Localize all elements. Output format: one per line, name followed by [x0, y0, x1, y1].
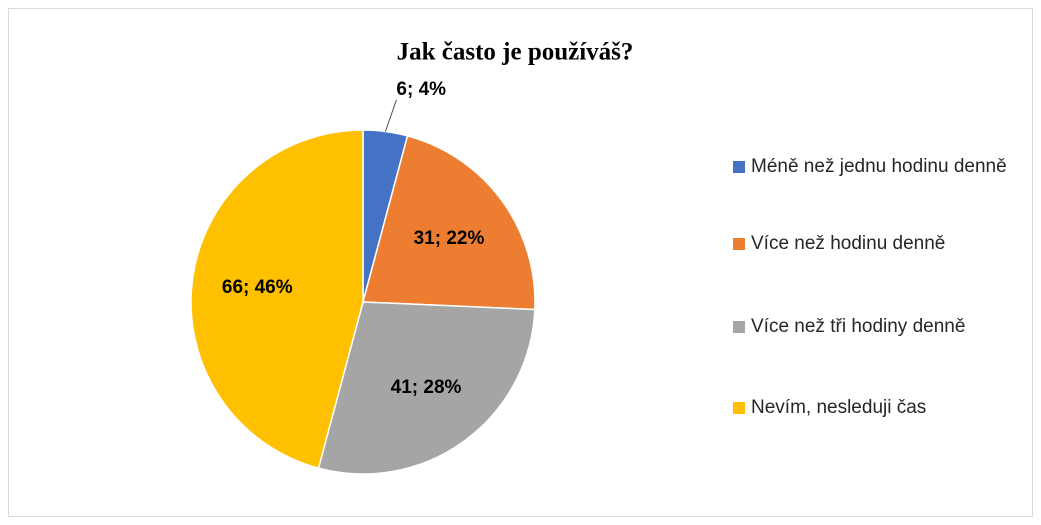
legend-label: Méně než jednu hodinu denně [751, 156, 1007, 177]
leader-line [384, 99, 397, 132]
legend-label: Více než hodinu denně [751, 233, 946, 254]
pie-slice [317, 301, 536, 475]
legend-label: Nevím, nesleduji čas [751, 397, 927, 418]
legend-item: Více než hodinu denně [733, 227, 1033, 260]
legend-label: Více než tři hodiny denně [751, 316, 966, 337]
pie-slice [190, 129, 364, 470]
legend-swatch [733, 402, 745, 414]
legend-item: Méně než jednu hodinu denně [733, 150, 1033, 183]
legend-item: Více než tři hodiny denně [733, 310, 1033, 343]
legend-swatch [733, 321, 745, 333]
data-label: 41; 28% [391, 377, 462, 398]
chart-title: Jak často je používáš? [397, 39, 634, 66]
data-label: 6; 4% [396, 79, 446, 100]
pie-slice [362, 134, 536, 311]
data-label: 31; 22% [414, 228, 485, 249]
legend-swatch [733, 238, 745, 250]
legend-item: Nevím, nesleduji čas [733, 391, 1033, 424]
legend-swatch [733, 161, 745, 173]
data-label: 66; 46% [222, 277, 293, 298]
